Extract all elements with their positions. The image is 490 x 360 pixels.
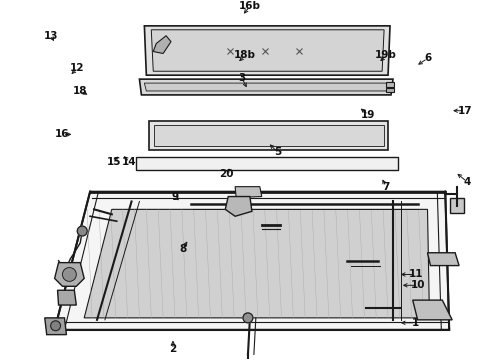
Text: 16: 16: [55, 129, 70, 139]
Polygon shape: [225, 197, 252, 216]
Text: 15: 15: [106, 157, 121, 167]
Text: 9: 9: [172, 192, 178, 202]
Text: 20: 20: [219, 169, 234, 179]
Polygon shape: [54, 263, 84, 286]
Polygon shape: [84, 210, 429, 318]
Circle shape: [243, 313, 253, 323]
Polygon shape: [154, 125, 384, 146]
Polygon shape: [386, 88, 394, 92]
Text: 8: 8: [179, 244, 187, 254]
Polygon shape: [235, 187, 262, 198]
Polygon shape: [140, 79, 393, 95]
Polygon shape: [413, 300, 452, 320]
Circle shape: [77, 226, 87, 236]
Polygon shape: [151, 30, 384, 71]
Text: 4: 4: [463, 177, 471, 187]
Text: 13: 13: [44, 31, 58, 41]
Circle shape: [63, 267, 76, 282]
Polygon shape: [450, 198, 464, 213]
Polygon shape: [153, 36, 171, 54]
Text: 2: 2: [170, 345, 176, 355]
Polygon shape: [145, 26, 390, 75]
Polygon shape: [54, 192, 449, 330]
Text: 3: 3: [239, 73, 245, 83]
Text: 16b: 16b: [239, 1, 261, 11]
Polygon shape: [427, 253, 459, 266]
Text: 10: 10: [411, 280, 425, 290]
Text: 6: 6: [424, 53, 431, 63]
Text: 5: 5: [274, 147, 281, 157]
Text: 19: 19: [361, 110, 375, 120]
Circle shape: [50, 321, 61, 331]
Text: 11: 11: [409, 270, 423, 279]
Text: 18: 18: [73, 86, 88, 96]
Polygon shape: [45, 318, 67, 335]
Text: 17: 17: [458, 106, 472, 116]
Text: 1: 1: [412, 318, 419, 328]
Text: 7: 7: [382, 182, 390, 192]
Text: 19b: 19b: [375, 50, 397, 60]
Polygon shape: [386, 82, 394, 87]
Polygon shape: [145, 83, 389, 91]
Text: 12: 12: [70, 63, 85, 73]
Polygon shape: [57, 290, 76, 305]
Text: 14: 14: [122, 157, 137, 167]
Text: 18b: 18b: [234, 50, 256, 60]
Polygon shape: [149, 121, 388, 150]
Polygon shape: [137, 157, 398, 170]
